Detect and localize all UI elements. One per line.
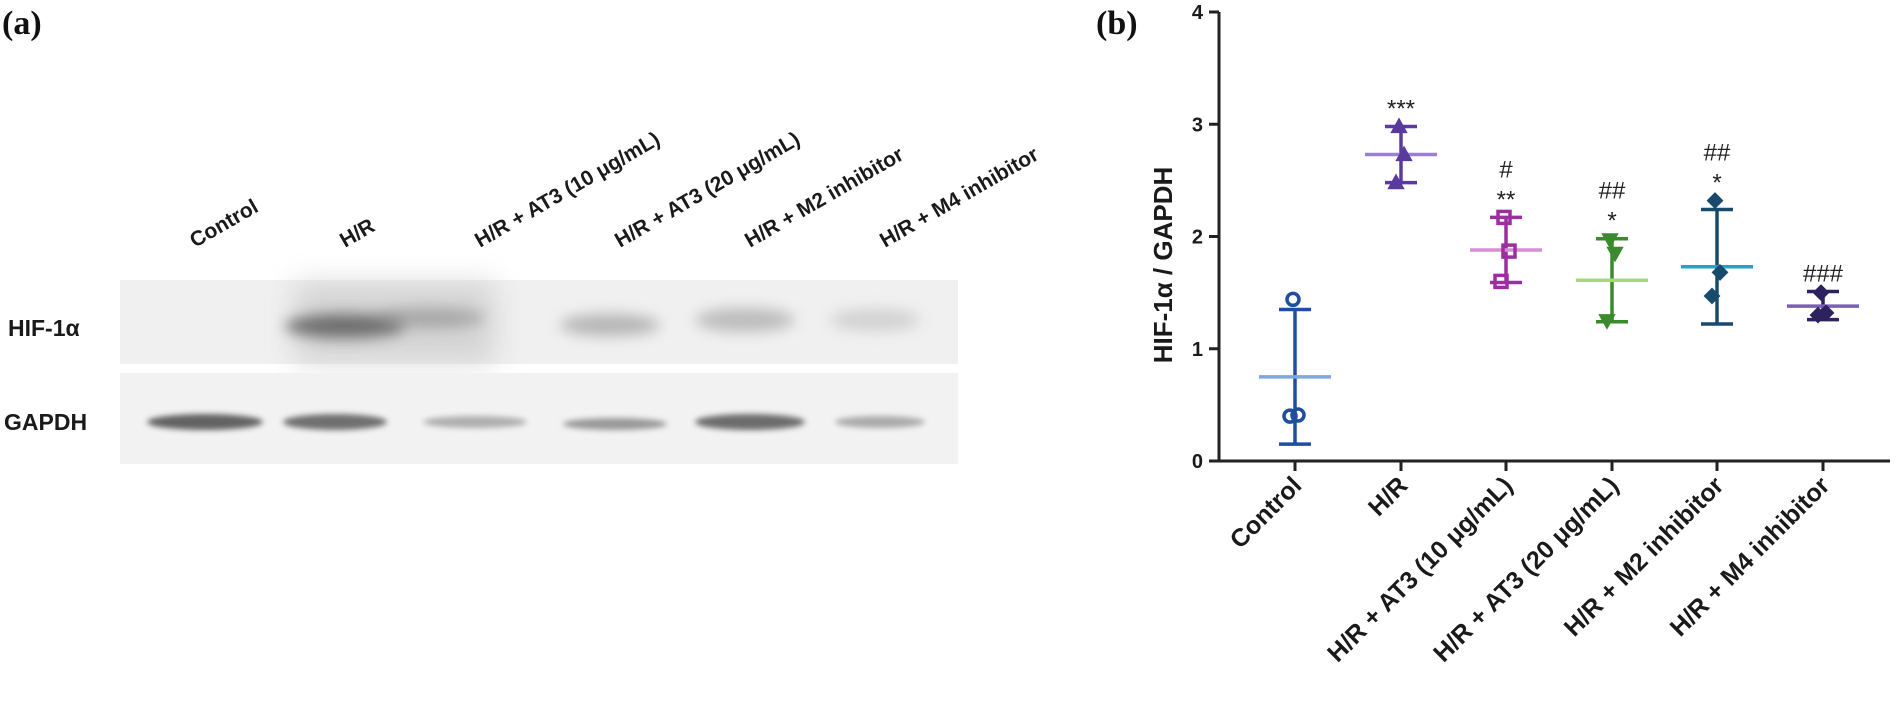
data-groups: *****#*## *#####: [1259, 95, 1859, 446]
data-point-h-r-at3-20-g-ml-3: [1598, 314, 1616, 330]
group-h-r: ***: [1365, 95, 1437, 190]
y-tick-label-1: 1: [1192, 339, 1203, 361]
y-tick-label-4: 4: [1192, 2, 1204, 24]
significance-h-r-at3-10-g-ml-2: **: [1497, 186, 1516, 213]
x-ticks: Control H/RH/R + AT3 (10 μg/mL)H/R + AT3 …: [1225, 461, 1835, 668]
significance-h-r-m2-inhibitor-1: ##: [1704, 140, 1731, 167]
band-hif1a-at3-10: [375, 308, 485, 328]
data-point-control-2: [1290, 407, 1306, 423]
data-point-h-r-3: [1387, 173, 1405, 190]
blot-hif1a: HIF-1α: [8, 280, 958, 364]
row-label-hif1a: HIF-1α: [8, 315, 80, 341]
y-axis-label: HIF-1α / GAPDH: [1148, 167, 1178, 364]
band-hif1a-m2: [695, 308, 795, 332]
band-gapdh-m2: [695, 414, 805, 430]
data-point-control-1: [1285, 291, 1301, 308]
significance-h-r-m2-inhibitor-2: *: [1712, 170, 1721, 197]
y-tick-label-2: 2: [1192, 227, 1203, 249]
x-tick-label-h-r-at3-10-g-ml: H/R + AT3 (10 μg/mL): [1322, 471, 1518, 667]
data-point-control-3: [1282, 408, 1298, 424]
significance-h-r-m4-inhibitor-1: ###: [1803, 261, 1844, 288]
group-h-r-m4-inhibitor: ###: [1787, 261, 1859, 324]
x-tick-label-h-r-at3-20-g-ml: H/R + AT3 (20 μg/mL): [1428, 471, 1624, 667]
blot-gapdh-background: [120, 373, 958, 464]
band-gapdh-at3-20: [563, 418, 667, 430]
lane-label-h-r: H/R: [336, 214, 379, 252]
data-point-h-r-at3-10-g-ml-3: [1493, 273, 1509, 290]
lane-label-control: Control: [186, 195, 262, 252]
significance-h-r-at3-10-g-ml-1: #: [1499, 156, 1513, 183]
band-gapdh-control: [147, 414, 263, 430]
blot-hif1a-background: [120, 280, 958, 364]
data-point-h-r-2: [1395, 145, 1413, 162]
data-point-h-r-at3-10-g-ml-2: [1501, 243, 1517, 259]
group-control: [1259, 291, 1331, 446]
data-point-h-r-at3-10-g-ml-1: [1496, 209, 1512, 226]
band-gapdh-m4: [835, 416, 925, 428]
data-point-h-r-m2-inhibitor-2: [1711, 264, 1729, 281]
panel-a: (a) Control H/R H/R + AT3 (10 μg/mL)H/R + …: [2, 5, 1043, 464]
group-h-r-m2-inhibitor: * ##: [1681, 140, 1753, 326]
significance-h-r-1: ***: [1387, 95, 1415, 122]
data-point-h-r-at3-20-g-ml-2: [1606, 246, 1624, 263]
y-tick-label-3: 3: [1192, 114, 1203, 136]
blot-gapdh: GAPDH: [4, 373, 958, 464]
band-gapdh-at3-10: [423, 416, 527, 428]
data-point-h-r-m4-inhibitor-3: [1809, 306, 1827, 324]
band-gapdh-hr: [283, 414, 387, 430]
data-point-h-r-m2-inhibitor-1: [1706, 192, 1724, 209]
group-h-r-at3-20-g-ml: * ##: [1576, 178, 1648, 330]
band-hif1a-hr: [285, 314, 405, 338]
band-hif1a-at3-20: [560, 314, 660, 336]
x-tick-label-h-r: H/R: [1363, 471, 1413, 521]
significance-h-r-at3-20-g-ml-1: ##: [1599, 178, 1626, 205]
panel-b-label: (b): [1096, 5, 1138, 42]
panel-a-label: (a): [2, 5, 42, 42]
significance-h-r-at3-20-g-ml-2: *: [1607, 208, 1616, 235]
data-point-h-r-at3-20-g-ml-1: [1601, 233, 1619, 249]
band-hif1a-m4: [830, 309, 920, 331]
group-h-r-at3-10-g-ml: ** #: [1470, 156, 1542, 290]
data-point-h-r-m4-inhibitor-1: [1812, 284, 1830, 302]
data-point-h-r-1: [1390, 117, 1408, 134]
y-tick-label-0: 0: [1192, 451, 1203, 473]
lane-labels: Control H/R H/R + AT3 (10 μg/mL)H/R + AT3 …: [186, 128, 1043, 253]
y-ticks: 0 1 2 3 4: [1192, 2, 1219, 473]
data-point-h-r-m2-inhibitor-3: [1703, 287, 1721, 305]
row-label-gapdh: GAPDH: [4, 409, 87, 435]
x-tick-label-control: Control: [1225, 471, 1308, 554]
